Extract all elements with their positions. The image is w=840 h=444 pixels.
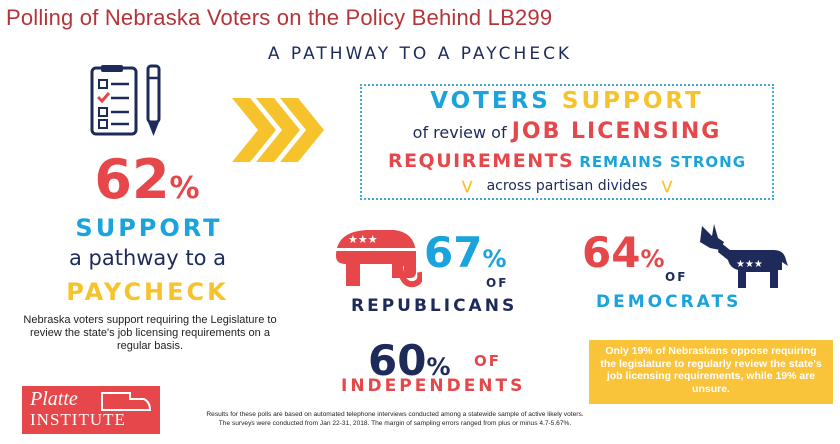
logo-text-platte: Platte <box>30 388 78 410</box>
svg-text:★★★: ★★★ <box>348 233 378 246</box>
footnote: Results for these polls are based on aut… <box>180 410 610 428</box>
percent-62: 62% <box>94 148 200 211</box>
of-label-republicans: OF <box>486 276 509 290</box>
pathway-label: a pathway to a <box>68 246 227 270</box>
percent-republicans: 67% <box>424 228 507 277</box>
pen-icon <box>146 64 161 136</box>
chevron-down-icon: ⋁ <box>661 179 673 194</box>
elephant-icon: ★★★ <box>336 230 422 288</box>
support-description: Nebraska voters support requiring the Le… <box>23 314 277 352</box>
checklist-icon <box>90 65 138 136</box>
republicans-label: REPUBLICANS <box>351 296 518 316</box>
oppose-note: Only 19% of Nebraskans oppose requiring … <box>589 340 833 404</box>
logo-text-institute: INSTITUTE <box>30 410 126 429</box>
banner-line-1: VOTERS SUPPORT <box>430 88 704 114</box>
donkey-icon: ★★★ <box>700 224 788 288</box>
of-label-independents: OF <box>474 352 501 370</box>
nebraska-map-icon <box>101 392 152 411</box>
svg-text:★★★: ★★★ <box>736 259 763 270</box>
banner-line-2: of review of JOB LICENSING <box>412 119 722 144</box>
banner-line-3: REQUIREMENTS REMAINS STRONG <box>387 150 747 172</box>
percent-democrats: 64% <box>582 228 665 277</box>
page-title: Polling of Nebraska Voters on the Policy… <box>6 5 553 30</box>
democrats-label: DEMOCRATS <box>596 292 742 312</box>
footnote-line-2: The surveys were conducted from Jan 22-3… <box>218 420 572 427</box>
banner-line-4: ⋁ across partisan divides ⋁ <box>461 178 673 194</box>
support-label: SUPPORT <box>75 214 223 242</box>
chevrons-right-icon <box>232 98 324 162</box>
voter-support-banner <box>360 84 774 200</box>
footnote-line-1: Results for these polls are based on aut… <box>206 411 584 418</box>
percent-independents: 60% <box>368 336 451 385</box>
of-label-democrats: OF <box>665 270 688 284</box>
independents-label: INDEPENDENTS <box>341 376 526 396</box>
page-subtitle: A PATHWAY TO A PAYCHECK <box>267 44 573 64</box>
chevron-down-icon: ⋁ <box>461 179 473 194</box>
paycheck-label: PAYCHECK <box>66 278 229 306</box>
